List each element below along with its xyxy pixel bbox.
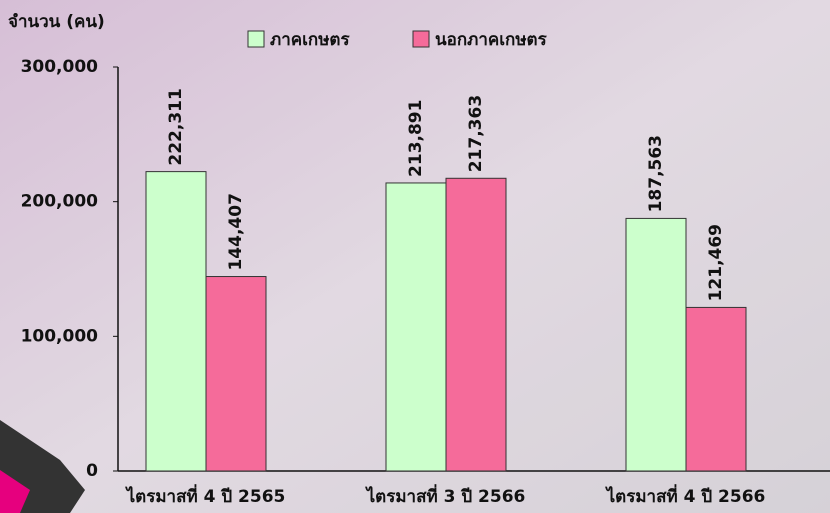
value-label: 222,311 [166,88,186,165]
chart: จำนวน (คน) 0 100,000 200,000 300,000 ภาคเกษต… [0,0,830,513]
x-tick-label: ไตรมาสที่ 3 ปี 2566 [365,484,526,507]
y-tick-label: 0 [86,461,98,481]
y-axis-title: จำนวน (คน) [8,12,105,32]
y-tick-label: 100,000 [21,326,99,346]
bar [146,172,206,471]
legend-label: นอกภาคเกษตร [435,30,548,50]
value-label: 144,407 [226,193,246,270]
y-tick-label: 300,000 [21,57,99,77]
value-label: 121,469 [706,224,726,301]
value-label: 217,363 [466,95,486,172]
bar [206,277,266,471]
value-label: 187,563 [646,135,666,212]
y-tick-label: 200,000 [21,192,99,212]
x-tick-label: ไตรมาสที่ 4 ปี 2565 [125,484,286,507]
bar [386,183,446,471]
legend-label: ภาคเกษตร [270,30,350,50]
value-label: 213,891 [406,100,426,177]
bar [686,307,746,471]
legend-swatch [413,31,429,47]
bar [626,218,686,471]
x-tick-label: ไตรมาสที่ 4 ปี 2566 [605,484,766,507]
bar [446,178,506,471]
legend-swatch [248,31,264,47]
